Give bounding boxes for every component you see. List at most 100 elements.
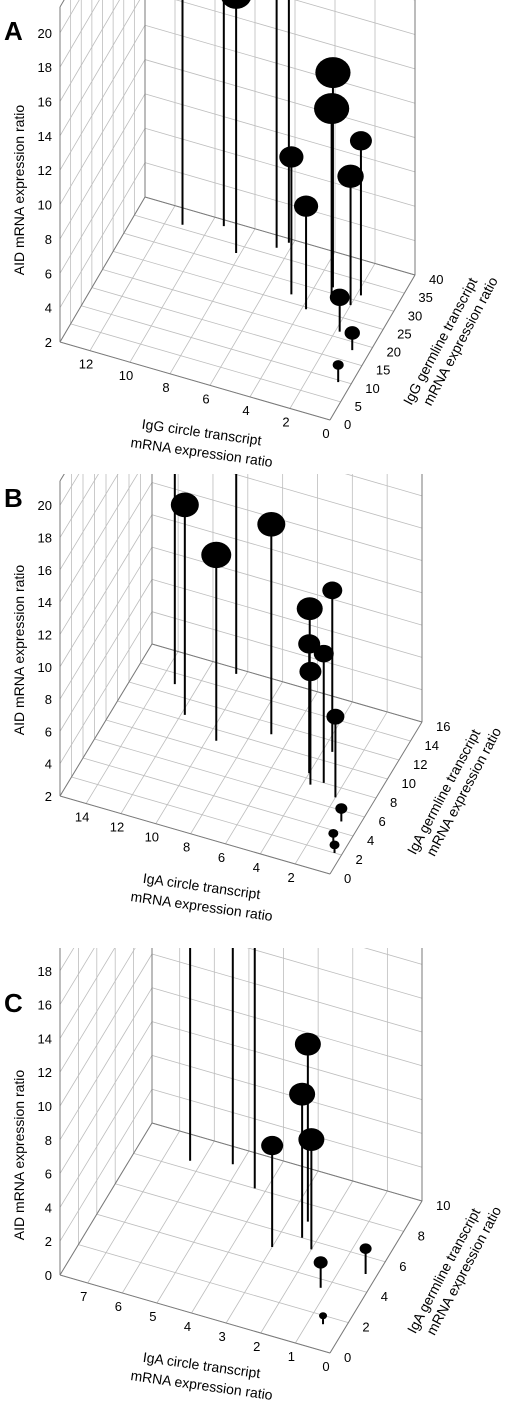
data-bubble	[221, 0, 251, 9]
data-bubble	[170, 492, 199, 518]
x-tick-label: 8	[162, 380, 169, 395]
gridline	[91, 287, 362, 367]
data-bubble	[298, 634, 321, 654]
gridline	[59, 0, 120, 102]
z-tick-label: 20	[38, 26, 52, 41]
z-tick-label: 4	[45, 757, 52, 772]
z-tick-label: 18	[38, 60, 52, 75]
box-edge	[59, 1122, 153, 1276]
panel-letter-a: A	[4, 16, 23, 46]
chart-panel-a: A 0 2 4 6 8 10 12 0 5 10 15 20 25 30 35 40 2 4 6 8 10 12 14 16 1…	[0, 0, 520, 474]
x-tick-label: 1	[288, 1349, 295, 1364]
x-tick-label: 2	[253, 1339, 260, 1354]
gridline	[59, 1021, 153, 1174]
data-bubble	[299, 661, 322, 682]
gridline	[133, 1153, 404, 1232]
panel-letter-b: B	[4, 483, 23, 513]
gridline	[59, 1088, 153, 1242]
gridline	[59, 474, 80, 506]
gridline	[175, 0, 416, 70]
y-tick-label: 15	[376, 363, 390, 378]
box-edge	[59, 643, 153, 797]
data-bubble	[313, 1256, 328, 1269]
gridline	[59, 948, 136, 1073]
y-tick-label: 10	[365, 381, 379, 396]
box-edge	[151, 1122, 423, 1202]
y-tick-label: 16	[436, 719, 450, 734]
box-edge	[329, 721, 423, 875]
gridline	[94, 738, 365, 818]
data-bubble	[315, 57, 351, 89]
x-tick-label: 4	[242, 403, 249, 418]
gridline	[151, 1021, 423, 1100]
data-bubble	[328, 828, 339, 838]
z-tick-label: 12	[38, 627, 52, 642]
gridline	[144, 24, 416, 104]
gridline	[151, 953, 423, 1033]
z-tick-label: 4	[45, 301, 52, 316]
z-axis-label: AID mRNA expression ratio	[11, 105, 27, 276]
x-tick-label: 12	[110, 820, 124, 835]
z-tick-label: 2	[45, 335, 52, 350]
y-tick-label: 0	[344, 871, 351, 886]
x-tick-label: 10	[119, 368, 133, 383]
z-tick-label: 16	[38, 998, 52, 1013]
z-tick-label: 18	[38, 531, 52, 546]
z-tick-label: 4	[45, 1200, 52, 1215]
y-tick-label: 35	[418, 290, 432, 305]
data-bubble	[344, 326, 360, 340]
z-axis-label: AID mRNA expression ratio	[11, 1070, 27, 1241]
x-tick-label: 2	[282, 414, 289, 429]
gridline	[191, 1160, 284, 1314]
data-bubble	[319, 1312, 328, 1320]
data-bubble	[335, 803, 348, 814]
data-bubble	[294, 1032, 321, 1056]
gridline	[59, 0, 100, 68]
y-tick-label: 8	[390, 795, 397, 810]
gridline	[81, 305, 352, 385]
gridline	[59, 987, 153, 1141]
data-bubble	[257, 511, 286, 537]
gridline	[102, 269, 373, 348]
z-tick-label: 2	[45, 789, 52, 804]
z-tick-label: 2	[45, 1234, 52, 1249]
gridline	[246, 948, 423, 999]
y-tick-label: 8	[418, 1228, 425, 1243]
gridline	[59, 474, 99, 538]
gridline	[117, 700, 388, 780]
gridline	[144, 162, 416, 242]
gridline	[59, 474, 139, 603]
gridline	[59, 948, 75, 972]
z-tick-label: 16	[38, 94, 52, 109]
x-tick-label: 5	[149, 1309, 156, 1324]
chart-panel-b: B 2 4 6 8 10 12 14 0 2 4 6 8 10 12 14 16 2 4 6 8 10 12 14 16 18 2…	[0, 474, 520, 948]
gridline	[151, 1055, 423, 1134]
y-tick-label: 0	[344, 1350, 351, 1365]
y-tick-label: 2	[362, 1320, 369, 1335]
gridline	[59, 948, 95, 1005]
data-bubble	[329, 288, 350, 307]
x-tick-label: 2	[288, 870, 295, 885]
x-tick-label: 4	[253, 860, 260, 875]
box-edge	[144, 196, 416, 276]
z-tick-label: 10	[38, 1099, 52, 1114]
z-tick-label: 16	[38, 563, 52, 578]
data-bubble	[293, 195, 319, 217]
gridline	[233, 474, 423, 529]
gridline	[59, 579, 153, 732]
gridline	[115, 1183, 386, 1263]
z-tick-label: 6	[45, 1167, 52, 1182]
gridline	[151, 579, 423, 658]
z-tick-label: 10	[38, 660, 52, 675]
z-tick-label: 14	[38, 129, 52, 144]
y-tick-label: 4	[381, 1289, 388, 1304]
gridline	[151, 546, 423, 626]
chart-a-svg: A 02468101205101520253035402468101214161…	[4, 0, 501, 470]
z-tick-label: 8	[45, 692, 52, 707]
gridline	[344, 474, 423, 497]
x-tick-label: 0	[322, 1359, 329, 1374]
gridline	[59, 25, 146, 171]
gridline	[59, 1055, 153, 1208]
gridline	[144, 127, 416, 207]
